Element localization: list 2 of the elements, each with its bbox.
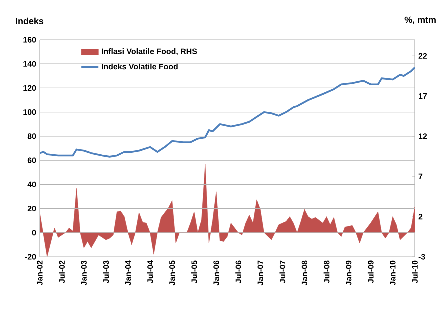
y2-axis-title: %, mtm [404,16,436,24]
y-axis-title: Indeks [16,18,44,24]
